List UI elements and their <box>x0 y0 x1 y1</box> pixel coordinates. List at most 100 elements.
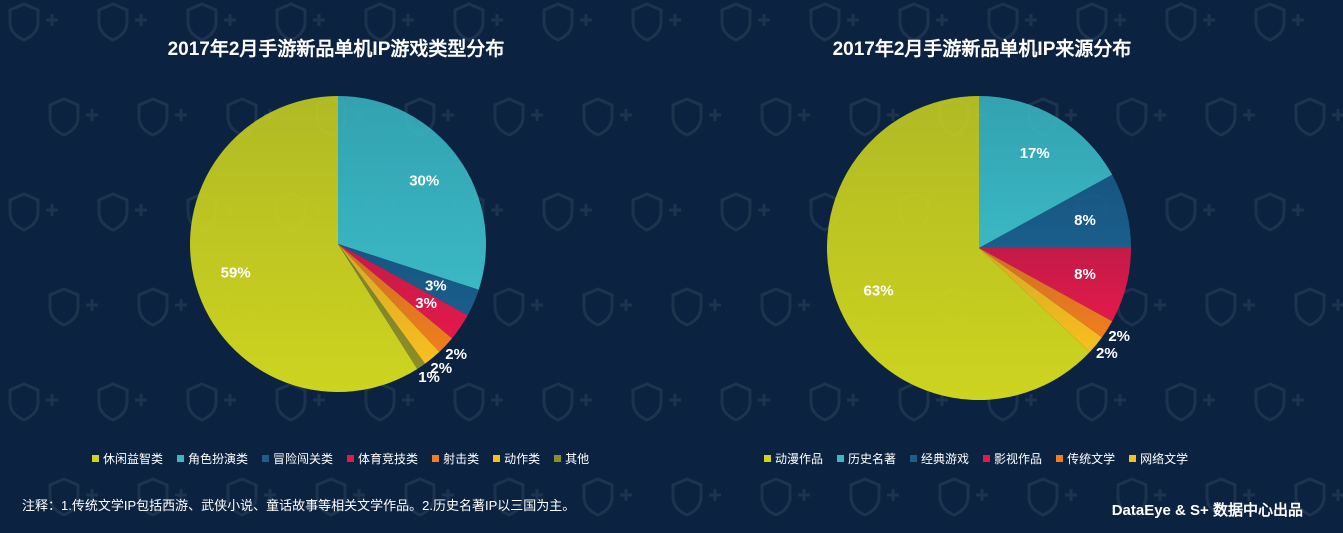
watermark-shield-icon <box>226 477 276 517</box>
watermark-shield-icon <box>97 2 147 42</box>
watermark-shield-icon <box>720 192 770 232</box>
pie-data-label-0: 63% <box>864 282 894 299</box>
legend-swatch <box>347 455 355 462</box>
legend-item: 网络文学 <box>1129 450 1188 467</box>
watermark-shield-icon <box>671 477 721 517</box>
watermark-shield-icon <box>760 287 810 327</box>
watermark-shield-icon <box>48 287 98 327</box>
watermark-shield-icon <box>1254 382 1304 422</box>
watermark-shield-icon <box>1165 2 1215 42</box>
watermark-shield-icon <box>542 2 592 42</box>
legend-label: 角色扮演类 <box>188 452 249 466</box>
pie-data-label-0: 59% <box>221 265 251 282</box>
pie-data-label-4: 2% <box>445 346 467 363</box>
watermark-shield-icon <box>1254 192 1304 232</box>
legend-label: 冒险闯关类 <box>273 452 334 466</box>
legend-item: 影视作品 <box>983 450 1042 467</box>
watermark-shield-icon <box>1116 477 1166 517</box>
legend-item: 体育竞技类 <box>347 450 418 467</box>
watermark-shield-icon <box>1116 287 1166 327</box>
pie-chart-ip-source: 63% 17% 8% 8% 2%2% <box>826 96 1131 400</box>
credit-text: DataEye & S+ 数据中心出品 <box>1111 502 1303 519</box>
watermark-shield-icon <box>1205 477 1255 517</box>
legend-item: 冒险闯关类 <box>262 450 333 467</box>
legend-item: 休闲益智类 <box>92 450 163 467</box>
legend-game-type: 休闲益智类 角色扮演类 冒险闯关类 体育竞技类 射击类 动作类 其他 <box>92 450 589 467</box>
footnote: 注释：1.传统文学IP包括西游、武侠小说、童话故事等相关文学作品。2.历史名著I… <box>22 498 576 513</box>
legend-label: 影视作品 <box>994 452 1043 466</box>
watermark-shield-icon <box>671 287 721 327</box>
watermark-shield-icon <box>1165 192 1215 232</box>
legend-label: 传统文学 <box>1067 452 1116 466</box>
watermark-shield-icon <box>720 382 770 422</box>
legend-label: 网络文学 <box>1140 452 1189 466</box>
watermark-shield-icon <box>631 192 681 232</box>
legend-label: 经典游戏 <box>921 452 970 466</box>
pie-data-label-6: 1% <box>418 369 440 386</box>
watermark-shield-icon <box>760 477 810 517</box>
legend-swatch <box>1056 455 1064 462</box>
watermark-shield-icon <box>364 382 414 422</box>
pie-chart-game-type: 59%30%3%3%2%2%1% <box>190 96 487 392</box>
watermark-shield-icon <box>48 477 98 517</box>
watermark-shield-icon <box>315 477 365 517</box>
legend-swatch <box>432 455 440 462</box>
legend-label: 休闲益智类 <box>103 452 164 466</box>
legend-item: 动漫作品 <box>764 450 823 467</box>
legend-label: 射击类 <box>443 452 480 466</box>
watermark-shield-icon <box>8 382 58 422</box>
watermark-shield-icon <box>275 382 325 422</box>
legend-ip-source: 动漫作品 历史名著 经典游戏 影视作品 传统文学 网络文学 <box>764 450 1188 467</box>
watermark-shield-icon <box>582 477 632 517</box>
watermark-shield-icon <box>364 2 414 42</box>
legend-item: 角色扮演类 <box>177 450 248 467</box>
pie-data-label-2: 3% <box>425 277 447 294</box>
pie-slice-3 <box>979 248 1131 322</box>
legend-label: 动漫作品 <box>775 452 824 466</box>
watermark-shield-icon <box>809 2 859 42</box>
pie-data-label-3: 8% <box>1074 266 1096 283</box>
watermark-shield-icon <box>631 2 681 42</box>
legend-swatch <box>177 455 185 462</box>
legend-label: 动作类 <box>504 452 541 466</box>
watermark-shield-icon <box>493 287 543 327</box>
legend-item: 其他 <box>554 450 589 467</box>
legend-label: 其他 <box>565 452 590 466</box>
pie-slice-2 <box>338 244 479 316</box>
watermark-shield-icon <box>1205 97 1255 137</box>
watermark-shield-icon <box>8 2 58 42</box>
legend-swatch <box>764 455 771 462</box>
legend-item: 经典游戏 <box>910 450 969 467</box>
watermark-shield-icon <box>720 2 770 42</box>
pie-slice-3 <box>338 244 468 339</box>
pie-slice-5 <box>979 248 1102 353</box>
watermark-shield-icon <box>137 97 187 137</box>
legend-swatch <box>493 455 501 462</box>
watermark-shield-icon <box>542 382 592 422</box>
legend-swatch <box>983 455 991 462</box>
watermark-shield-icon <box>987 382 1037 422</box>
watermark-shield-icon <box>453 2 503 42</box>
watermark-shield-icon <box>631 382 681 422</box>
legend-swatch <box>262 455 270 462</box>
legend-item: 历史名著 <box>837 450 896 467</box>
legend-swatch <box>837 455 845 462</box>
watermark-shield-icon <box>1294 477 1343 517</box>
watermark-shield-icon <box>137 477 187 517</box>
watermark-shield-icon <box>493 97 543 137</box>
legend-swatch <box>92 455 99 462</box>
watermark-shield-icon <box>404 477 454 517</box>
watermark-shield-icon <box>453 382 503 422</box>
pie-data-label-5: 2% <box>430 360 452 377</box>
pie-slice-1 <box>979 96 1113 248</box>
watermark-shield-icon <box>493 477 543 517</box>
watermark-shield-icon <box>849 477 899 517</box>
watermark-shield-icon <box>1027 477 1077 517</box>
watermark-shield-icon <box>1165 382 1215 422</box>
watermark-shield-icon <box>760 97 810 137</box>
watermark-shield-icon <box>186 382 236 422</box>
pie-slice-6 <box>338 244 425 369</box>
watermark-shield-icon <box>1294 97 1343 137</box>
watermark-shield-icon <box>97 382 147 422</box>
